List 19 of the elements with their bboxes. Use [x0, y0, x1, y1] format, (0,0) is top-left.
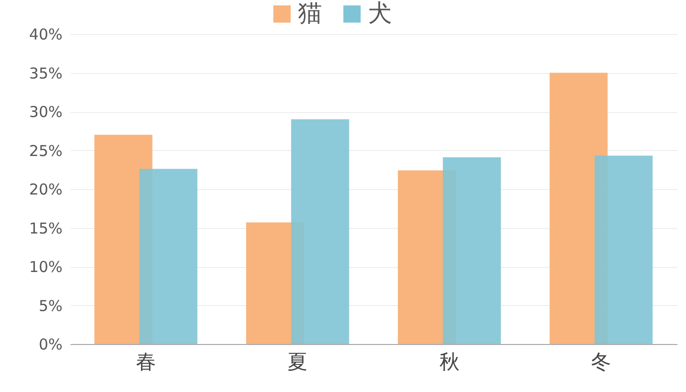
y-tick-label: 25%	[29, 142, 62, 160]
y-tick-label: 20%	[29, 180, 62, 198]
bar	[139, 168, 198, 344]
y-tick-label: 5%	[38, 296, 62, 315]
x-tick-label: 夏	[288, 350, 308, 374]
legend-label: 猫	[298, 0, 322, 27]
y-tick-label: 0%	[38, 336, 62, 354]
bar	[291, 119, 350, 344]
x-tick-label: 冬	[591, 350, 612, 374]
x-tick-label: 春	[136, 350, 156, 374]
bar	[442, 157, 501, 344]
y-tick-label: 10%	[29, 258, 62, 276]
legend-label: 犬	[368, 0, 392, 27]
bar	[594, 156, 653, 344]
y-tick-label: 40%	[29, 26, 62, 44]
y-tick-label: 35%	[29, 64, 62, 82]
x-tick-label: 秋	[439, 350, 460, 374]
y-tick-label: 15%	[29, 219, 62, 238]
y-tick-label: 30%	[29, 103, 62, 121]
